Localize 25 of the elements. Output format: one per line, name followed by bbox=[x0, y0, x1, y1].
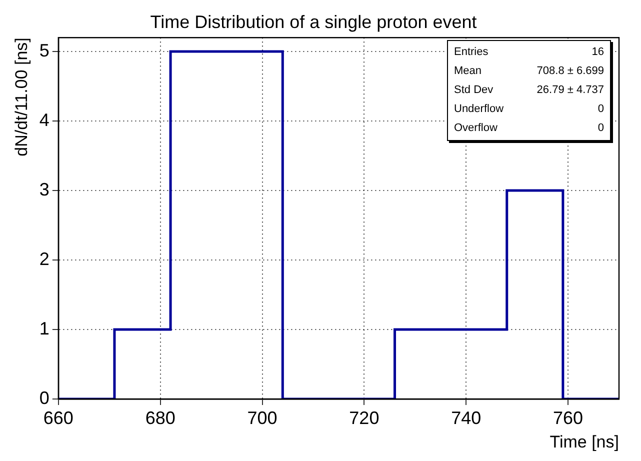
y-tick-label: 1 bbox=[39, 318, 50, 338]
x-axis-title: Time [ns] bbox=[550, 432, 619, 452]
annotation: Mean bbox=[454, 64, 482, 79]
x-tick-label: 760 bbox=[553, 408, 584, 428]
annotation: 16 bbox=[592, 44, 604, 60]
annotation: Entries bbox=[454, 44, 488, 60]
annotation: Underflow bbox=[454, 102, 504, 117]
annotation: 26.79 ± 4.737 bbox=[536, 82, 604, 98]
y-tick-label: 0 bbox=[39, 388, 50, 408]
y-tick-label: 2 bbox=[39, 248, 50, 269]
x-tick-label: 700 bbox=[247, 408, 278, 428]
y-tick-label: 5 bbox=[39, 40, 50, 60]
x-tick-label: 740 bbox=[451, 408, 482, 428]
annotation: 0 bbox=[598, 120, 604, 136]
annotation: Overflow bbox=[454, 120, 498, 136]
y-tick-label: 3 bbox=[39, 179, 50, 200]
y-axis-title: dN/dt/11.00 [ns] bbox=[12, 38, 31, 156]
x-tick-label: 720 bbox=[349, 408, 380, 428]
x-tick-label: 680 bbox=[145, 408, 176, 428]
x-tick-label: 660 bbox=[43, 408, 74, 428]
annotation: Std Dev bbox=[454, 82, 494, 98]
y-tick-label: 4 bbox=[39, 110, 50, 130]
annotation: 0 bbox=[598, 102, 604, 117]
annotation: 708.8 ± 6.699 bbox=[536, 64, 604, 79]
chart-title: Time Distribution of a single proton event bbox=[150, 12, 477, 32]
